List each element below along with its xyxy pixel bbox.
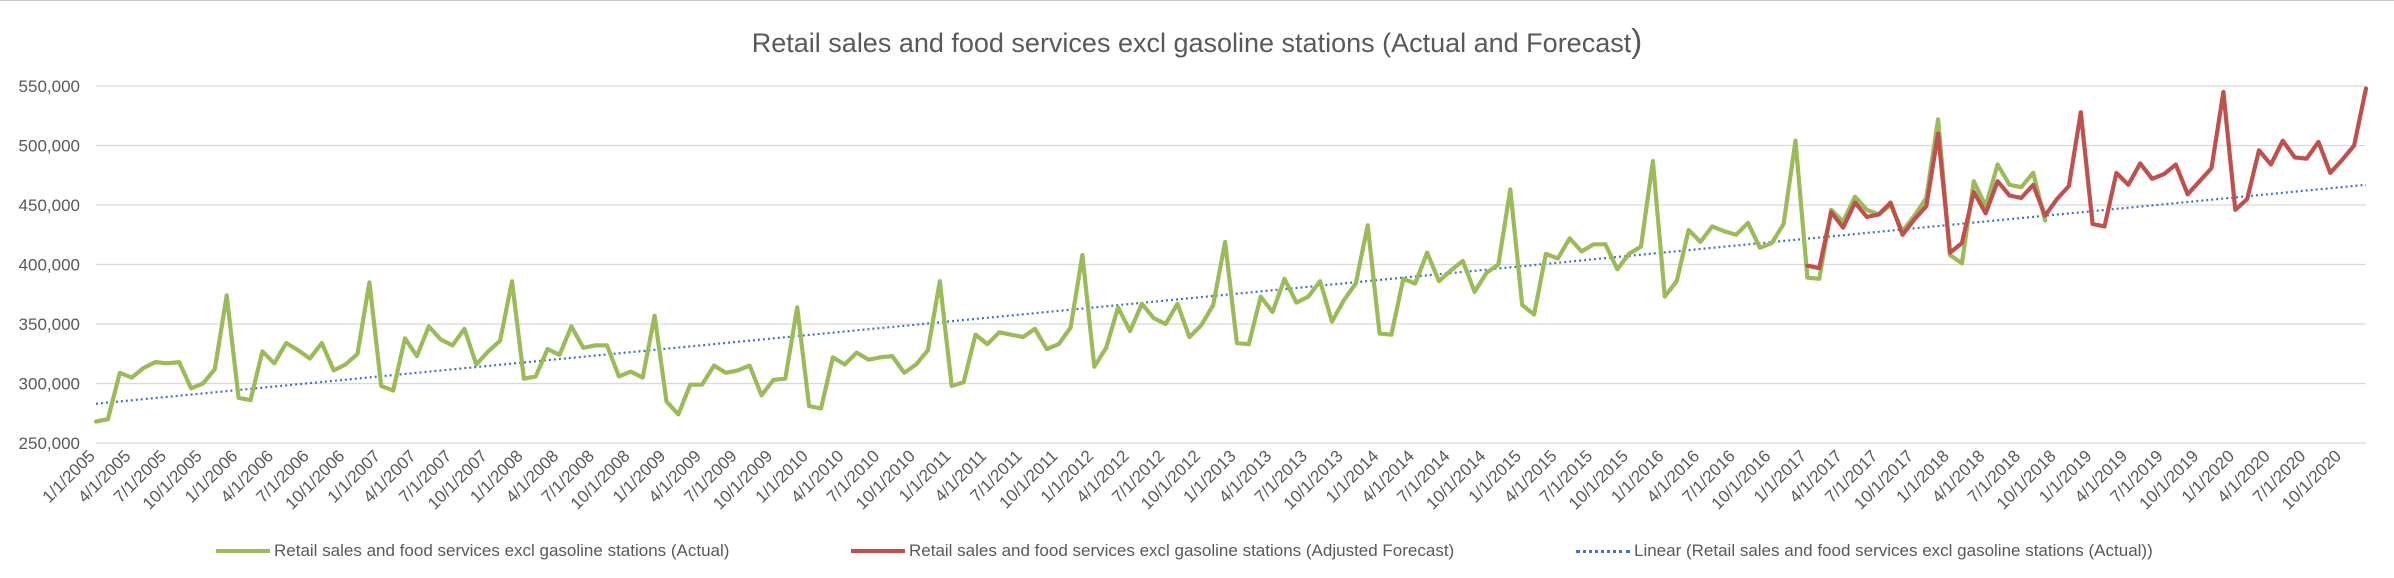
legend-swatch-forecast	[851, 549, 905, 553]
y-tick-label: 500,000	[19, 137, 80, 156]
y-tick-label: 350,000	[19, 315, 80, 334]
top-border	[0, 0, 2394, 5]
chart-title: Retail sales and food services excl gaso…	[752, 22, 1642, 59]
y-tick-label: 400,000	[19, 256, 80, 275]
legend-item-actual: Retail sales and food services excl gaso…	[216, 536, 729, 566]
y-tick-label: 550,000	[19, 77, 80, 96]
series-line-forecast	[1805, 86, 2369, 271]
x-axis: 1/1/20054/1/20057/1/200510/1/20051/1/200…	[39, 446, 2345, 513]
legend: Retail sales and food services excl gaso…	[0, 536, 2394, 566]
legend-label-actual: Retail sales and food services excl gaso…	[274, 541, 730, 560]
legend-swatch-trendline	[1576, 549, 1630, 553]
legend-item-forecast: Retail sales and food services excl gaso…	[851, 536, 1454, 566]
legend-label-trendline: Linear (Retail sales and food services e…	[1634, 541, 2153, 560]
gridlines	[96, 85, 2366, 444]
y-axis: 250,000 300,000 350,000 400,000 450,000 500,0…	[19, 77, 80, 453]
legend-item-trendline: Linear (Retail sales and food services e…	[1576, 536, 2153, 566]
y-tick-label: 450,000	[19, 196, 80, 215]
y-tick-label: 250,000	[19, 434, 80, 453]
series-line-actual	[93, 117, 2048, 424]
legend-swatch-actual	[216, 549, 270, 553]
series-lines	[93, 86, 2369, 424]
y-tick-label: 300,000	[19, 375, 80, 394]
legend-label-forecast: Retail sales and food services excl gaso…	[909, 541, 1455, 560]
